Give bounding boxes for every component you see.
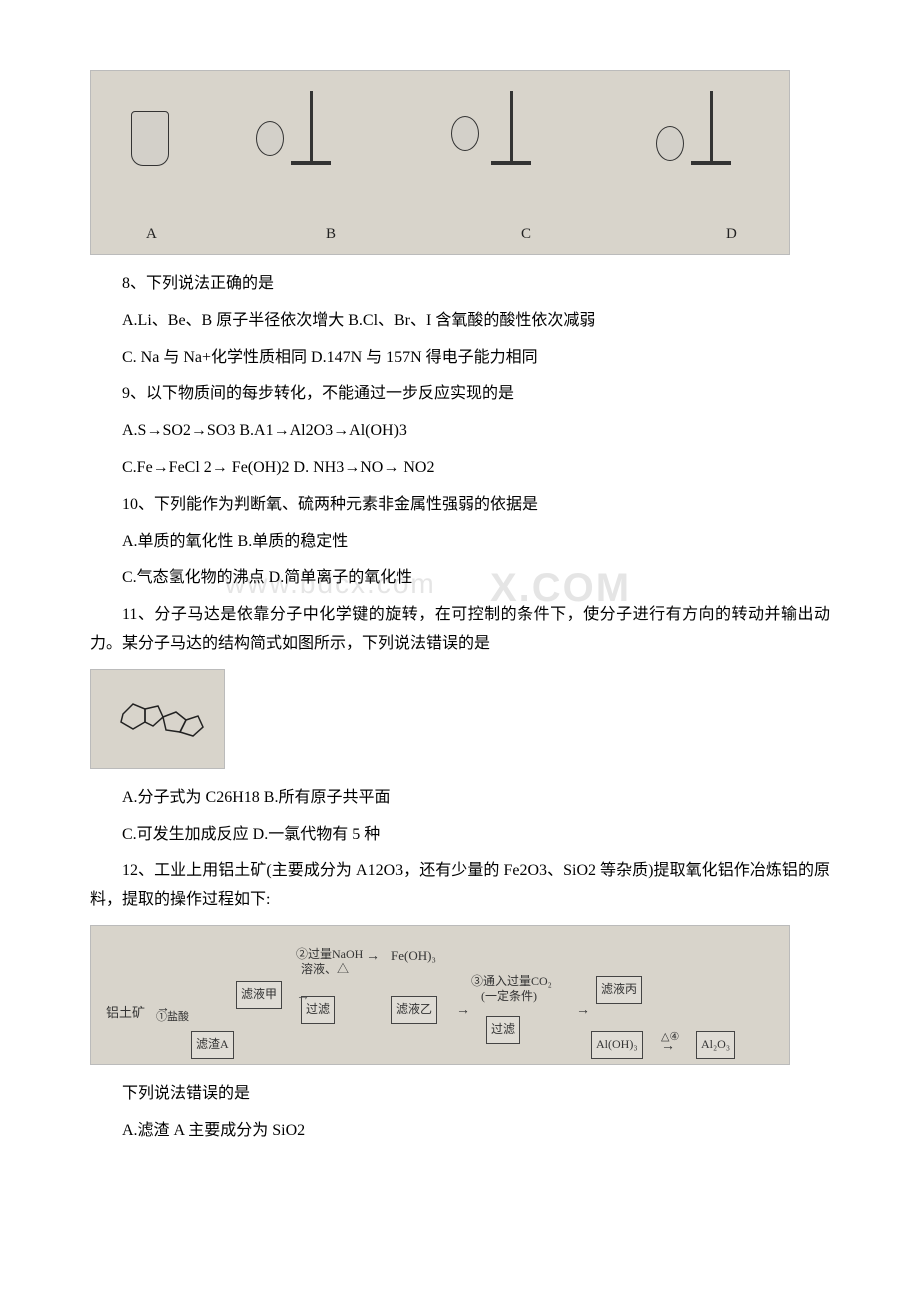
flow-step2-bot: 溶液、△ xyxy=(301,959,349,981)
q9-stem: 9、以下物质间的每步转化，不能通过一步反应实现的是 xyxy=(90,380,830,409)
label-b: B xyxy=(326,221,336,248)
q8-opt-ab: A.Li、Be、B 原子半径依次增大 B.Cl、Br、I 含氧酸的酸性依次减弱 xyxy=(90,307,830,336)
flow-liquid3: 滤液丙 xyxy=(596,976,642,1004)
flow-final: Al₂O₃ xyxy=(696,1031,735,1059)
label-d: D xyxy=(726,221,737,248)
flow-arrow-4: → xyxy=(576,998,590,1023)
q8-opt-cd: C. Na 与 Na+化学性质相同 D.147N 与 157N 得电子能力相同 xyxy=(90,344,830,373)
flow-aloh: Al(OH)₃ xyxy=(591,1031,643,1059)
molecule-svg xyxy=(108,684,208,754)
q12-stem: 12、工业上用铝土矿(主要成分为 A12O3，还有少量的 Fe2O3、SiO2 … xyxy=(90,857,830,915)
apparatus-figure: A B C D xyxy=(90,70,790,255)
apparatus-d xyxy=(691,91,731,165)
q10-opt-ab: A.单质的氧化性 B.单质的稳定性 xyxy=(90,528,830,557)
q10-opt-cd: C.气态氢化物的沸点 D.简单离子的氧化性 xyxy=(90,564,830,593)
apparatus-a xyxy=(131,111,169,166)
q10-stem: 10、下列能作为判断氧、硫两种元素非金属性强弱的依据是 xyxy=(90,491,830,520)
q11-opt-cd: C.可发生加成反应 D.一氯代物有 5 种 xyxy=(90,821,830,850)
flow-liquid2: 滤液乙 xyxy=(391,996,437,1024)
apparatus-c xyxy=(491,91,531,165)
flow-liquid1: 滤液甲 xyxy=(236,981,282,1009)
q11-stem: 11、分子马达是依靠分子中化学键的旋转，在可控制的条件下，使分子进行有方向的转动… xyxy=(90,601,830,659)
molecule-figure xyxy=(90,669,225,769)
q12-post: 下列说法错误的是 xyxy=(90,1080,830,1109)
q9-opt-ab: A.S→SO2→SO3 B.A1→Al2O3→Al(OH)3 xyxy=(90,417,830,446)
flow-start: 铝土矿 xyxy=(106,1001,145,1024)
label-a: A xyxy=(146,221,157,248)
q11-opt-ab: A.分子式为 C26H18 B.所有原子共平面 xyxy=(90,784,830,813)
flow-filter1: 过滤 xyxy=(301,996,335,1024)
q8-stem: 8、下列说法正确的是 xyxy=(90,270,830,299)
flow-arrow-3: → xyxy=(456,998,470,1023)
label-c: C xyxy=(521,221,531,248)
flowchart-figure: 铝土矿 → ①盐酸 滤渣A 滤液甲 ②过量NaOH 溶液、△ → 过滤 Fe(O… xyxy=(90,925,790,1065)
flow-filter2: 过滤 xyxy=(486,1016,520,1044)
q9-opt-cd: C.Fe→FeCl 2→ Fe(OH)2 D. NH3→NO→ NO2 xyxy=(90,454,830,483)
apparatus-b xyxy=(291,91,331,165)
flow-feoh: Fe(OH)₃ xyxy=(391,944,436,967)
flow-residueA: 滤渣A xyxy=(191,1031,234,1059)
flow-step1: ①盐酸 xyxy=(156,1008,189,1028)
flow-step3-bot: (一定条件) xyxy=(481,986,537,1008)
flow-arrow-5: → xyxy=(661,1034,675,1059)
q12-opt-a: A.滤渣 A 主要成分为 SiO2 xyxy=(90,1117,830,1146)
flow-arrow-up: → xyxy=(366,944,380,969)
